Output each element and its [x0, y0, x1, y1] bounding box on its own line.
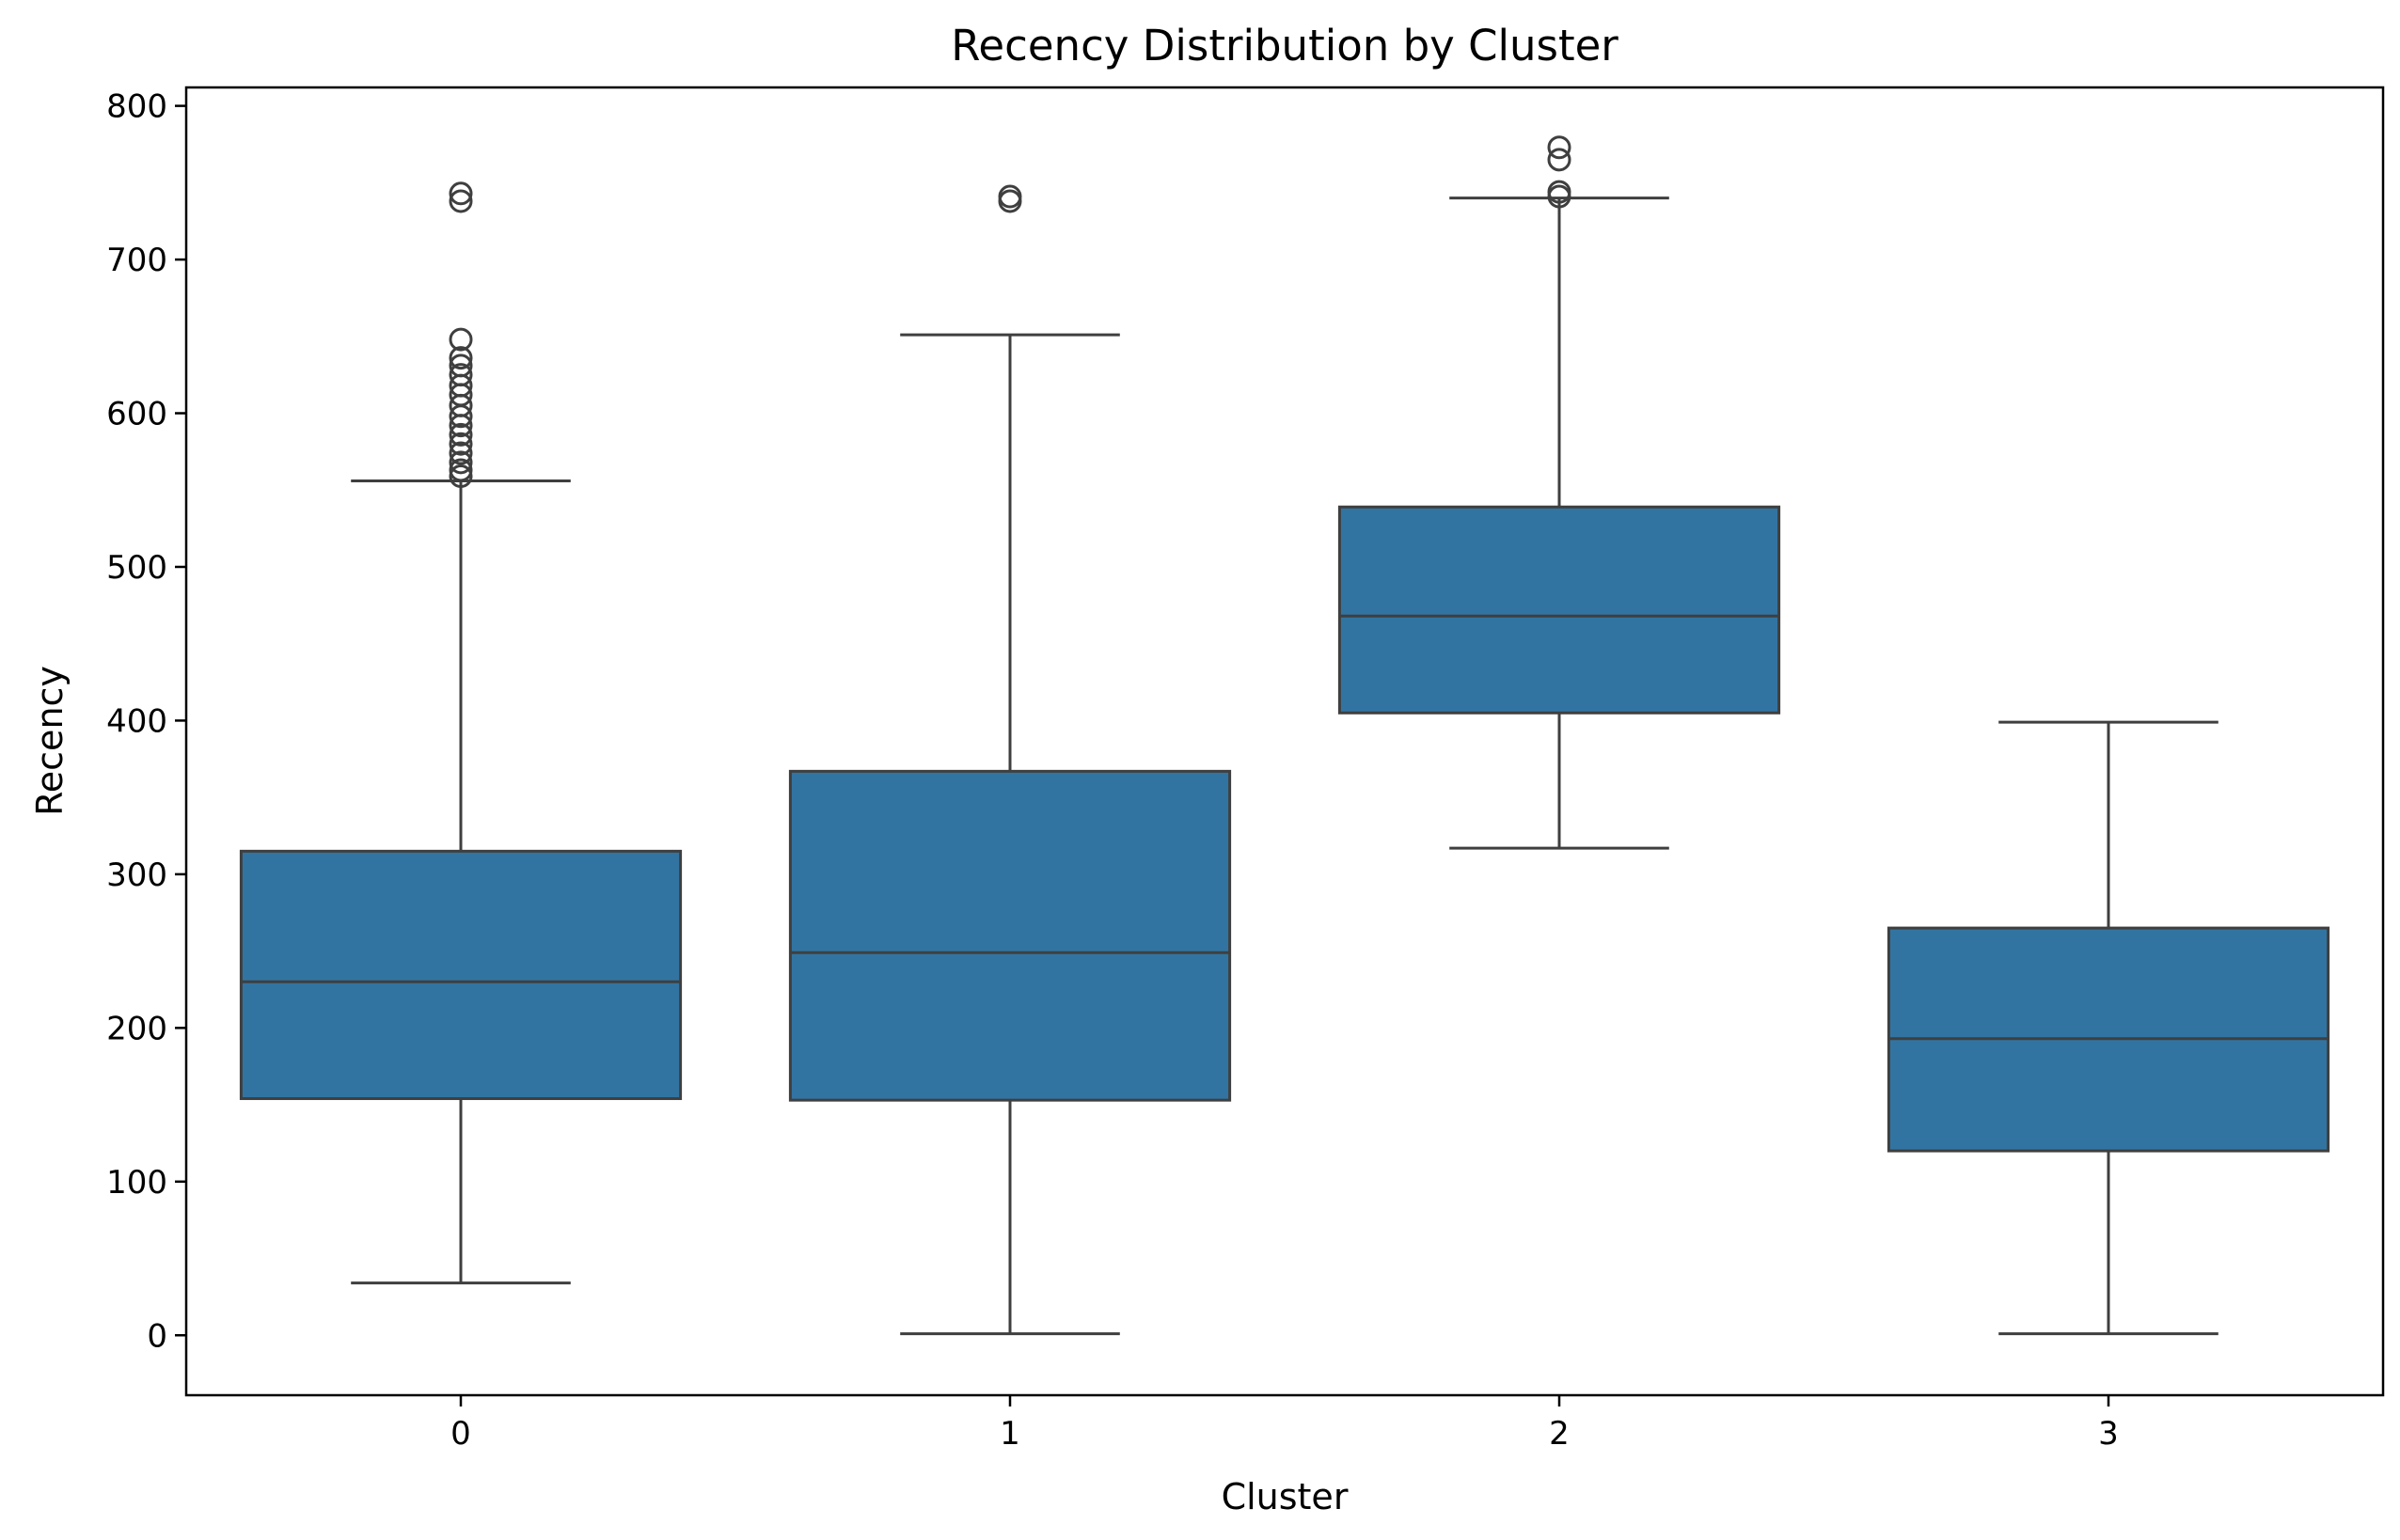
x-axis-label: Cluster	[1222, 1476, 1349, 1517]
y-tick-label: 500	[106, 549, 167, 587]
outlier-point	[449, 189, 473, 213]
y-tick-label: 100	[106, 1164, 167, 1202]
x-tick-label: 3	[2098, 1415, 2119, 1453]
outlier-point	[449, 414, 473, 438]
outlier-point	[449, 404, 473, 429]
outlier-point	[449, 450, 473, 475]
y-axis-label: Recency	[29, 666, 71, 816]
outlier-point	[449, 327, 473, 352]
outlier-point	[1547, 148, 1571, 172]
outlier-point	[998, 189, 1022, 213]
iqr-box	[239, 849, 683, 1101]
plot-area	[239, 135, 2330, 1336]
outlier-point	[449, 432, 473, 456]
y-tick-label: 400	[106, 702, 167, 740]
outlier-point	[449, 181, 473, 206]
box-group-cluster-0	[239, 181, 683, 1285]
outlier-point	[449, 458, 473, 482]
outlier-point	[449, 422, 473, 447]
outlier-point	[449, 346, 473, 370]
iqr-box	[788, 769, 1232, 1102]
y-tick-label: 200	[106, 1010, 167, 1047]
x-tick-label: 2	[1549, 1415, 1570, 1453]
box-group-cluster-3	[1887, 720, 2330, 1336]
outlier-point	[449, 464, 473, 489]
box-group-cluster-2	[1337, 135, 1781, 850]
x-tick-label: 0	[450, 1415, 471, 1453]
y-tick-label: 300	[106, 856, 167, 894]
y-tick-label: 700	[106, 242, 167, 279]
y-tick-label: 0	[147, 1317, 167, 1355]
outlier-point	[998, 184, 1022, 209]
y-axis: 0 100 200 300 400 500 600 700 800	[106, 88, 186, 1355]
y-tick-label: 600	[106, 396, 167, 433]
plot-frame	[184, 86, 2385, 1397]
outlier-point	[1547, 180, 1571, 204]
x-axis: 0 1 2 3	[450, 1395, 2119, 1453]
chart-title: Recency Distribution by Cluster	[951, 21, 1618, 71]
box-group-cluster-1	[788, 184, 1232, 1336]
y-tick-label: 800	[106, 88, 167, 126]
outlier-point	[449, 441, 473, 465]
outlier-point	[1547, 135, 1571, 160]
x-tick-label: 1	[1000, 1415, 1020, 1453]
iqr-box	[1337, 505, 1781, 715]
